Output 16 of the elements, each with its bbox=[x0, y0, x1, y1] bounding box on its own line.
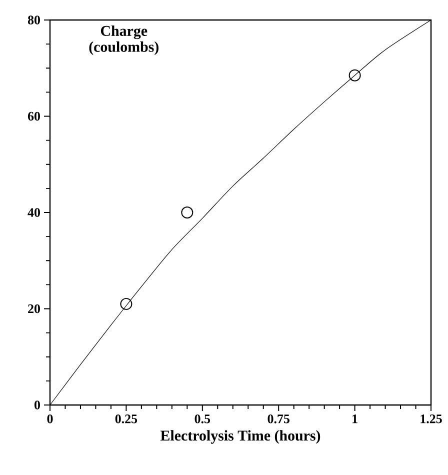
x-tick-label: 0.5 bbox=[194, 414, 210, 424]
x-tick-label: 0 bbox=[47, 414, 53, 424]
x-tick-label: 1.25 bbox=[420, 414, 442, 424]
y-tick-label: 60 bbox=[28, 112, 40, 121]
y-tick-label: 0 bbox=[34, 400, 40, 410]
point bbox=[181, 206, 194, 218]
x-tick-label: 0.25 bbox=[115, 414, 138, 424]
x-tick-label: 1 bbox=[352, 414, 358, 424]
y-axis-title: Charge (coulombs) bbox=[89, 25, 158, 55]
point bbox=[120, 298, 132, 310]
x-axis-title: Electrolysis Time (hours) bbox=[160, 430, 320, 444]
y-tick-label: 20 bbox=[28, 304, 40, 314]
x-tick-label: 0.75 bbox=[268, 414, 290, 424]
point bbox=[348, 69, 361, 82]
y-tick-label: 80 bbox=[28, 16, 40, 24]
y-tick-label: 40 bbox=[28, 208, 40, 217]
